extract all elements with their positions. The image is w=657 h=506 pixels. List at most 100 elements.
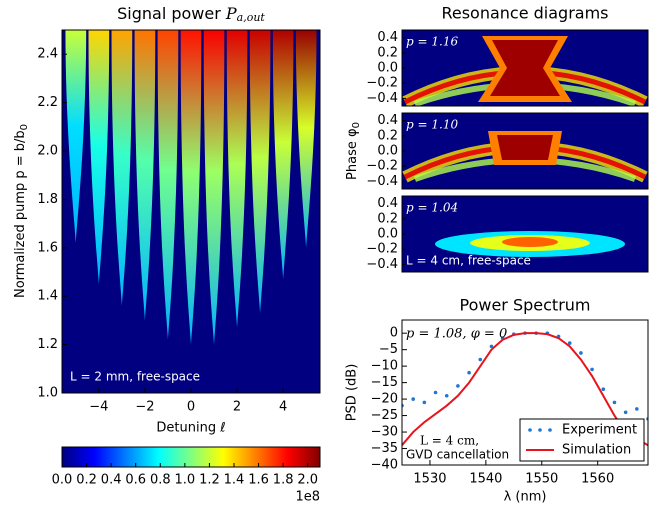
chart-title: Signal power Pa,out [117,4,265,25]
tongue [180,30,202,345]
tongue [111,30,133,306]
y-tick-label: −40 [371,458,398,473]
legend-marker [538,428,542,432]
data-point [478,357,483,362]
y-tick-label: 0.4 [377,113,398,128]
tongue [88,30,110,285]
colorbar-tick-label: 0.0 [52,473,73,488]
chart-title: Resonance diagrams [441,4,608,23]
ylabel-text: Normalized pump p = b/b [13,130,28,298]
y-tick-label: −10 [371,359,398,374]
data-point [623,410,628,415]
annotation: L = 4 cm, free-space [406,254,531,268]
heatmap [65,30,317,345]
data-point [612,400,617,405]
y-tick-label: 1.2 [37,337,58,352]
colorbar-tick-label: 1.6 [248,473,269,488]
colorbar-tick-label: 1.2 [199,473,220,488]
colorbar-tick-label: 0.6 [125,473,146,488]
y-tick-label: −0.4 [366,91,398,106]
y-tick-label: −5 [379,342,398,357]
data-point [411,397,415,401]
y-tick-label: 0.4 [377,196,398,211]
data-point [456,384,460,388]
y-tick-label: 0.0 [377,61,398,76]
panel-image [402,36,648,106]
x-axis-label: Detuning ℓ [156,421,225,436]
ylabel-sub: 0 [19,124,30,130]
legend-label: Simulation [562,443,631,458]
colorbar-tick-label: 1.4 [224,473,245,488]
annotation: L = 4 cm, [420,434,479,448]
plot-area [402,331,648,447]
colorbar [61,446,321,468]
data-point [489,344,494,349]
ylabel-sub: 0 [351,122,362,128]
y-tick-label: 2.0 [37,144,58,159]
annotation: p = 1.08, φ = 0 [406,327,507,342]
title-sub: a,out [237,11,266,24]
y-tick-label: 2.2 [37,95,58,110]
x-axis-label: λ (nm) [504,490,547,505]
x-tick-label: −2 [135,400,154,415]
x-tick-label: −4 [89,400,108,415]
ylabel-text: Phase φ [345,128,360,180]
y-tick-label: 1.0 [37,386,58,401]
tongue [134,30,156,321]
panel-annotation: p = 1.04 [406,201,458,215]
data-point [467,370,471,375]
panel-annotation: p = 1.10 [406,118,458,132]
panel-annotation: p = 1.16 [406,35,458,49]
y-tick-label: −35 [371,441,398,456]
y-tick-label: 0.2 [377,211,398,226]
y-tick-label: −0.2 [366,242,398,257]
tongue [226,30,248,328]
x-tick-label: 1550 [525,472,558,487]
data-point [422,400,427,405]
tongue [157,30,179,340]
y-tick-label: −30 [371,425,398,440]
annotation: GVD cancellation [406,448,509,462]
y-tick-label: 0.0 [377,144,398,159]
panel-image [402,131,648,183]
data-point [579,351,583,355]
intensity-core [497,135,553,160]
x-tick-label: 4 [279,400,287,415]
intensity-core [490,40,560,96]
x-tick-label: 1560 [581,472,614,487]
tongue [272,30,294,280]
chart-title: Power Spectrum [460,296,591,315]
y-tick-label: 0.4 [377,30,398,45]
x-tick-label: 2 [233,400,241,415]
y-tick-label: −0.4 [366,257,398,272]
legend-marker [528,428,532,432]
y-tick-label: −0.2 [366,76,398,91]
y-tick-label: 0.0 [377,227,398,242]
colorbar-tick-label: 0.2 [76,473,97,488]
data-point [601,387,606,392]
tongue [203,30,225,345]
data-line [402,332,648,447]
colorbar-multiplier: 1e8 [295,490,320,505]
panel-image [435,231,625,257]
title-text: Signal power [117,4,221,23]
y-tick-label: 1.6 [37,240,58,255]
data-point [635,407,639,411]
plot-frame [401,319,649,466]
tongue [295,30,317,248]
intensity-core [502,237,558,247]
y-tick-label: 2.4 [37,47,58,62]
tongue [249,30,271,314]
data-point [444,393,449,398]
x-tick-label: 0 [187,400,195,415]
y-axis-label: Phase φ0 [345,122,363,180]
x-tick-label: 1530 [413,472,446,487]
data-point [590,367,594,372]
title-symbol: P [225,4,237,23]
tongue [65,30,87,243]
data-point [567,341,572,345]
legend-marker [548,428,552,432]
y-tick-label: −0.2 [366,159,398,174]
legend-label: Experiment [562,423,637,438]
